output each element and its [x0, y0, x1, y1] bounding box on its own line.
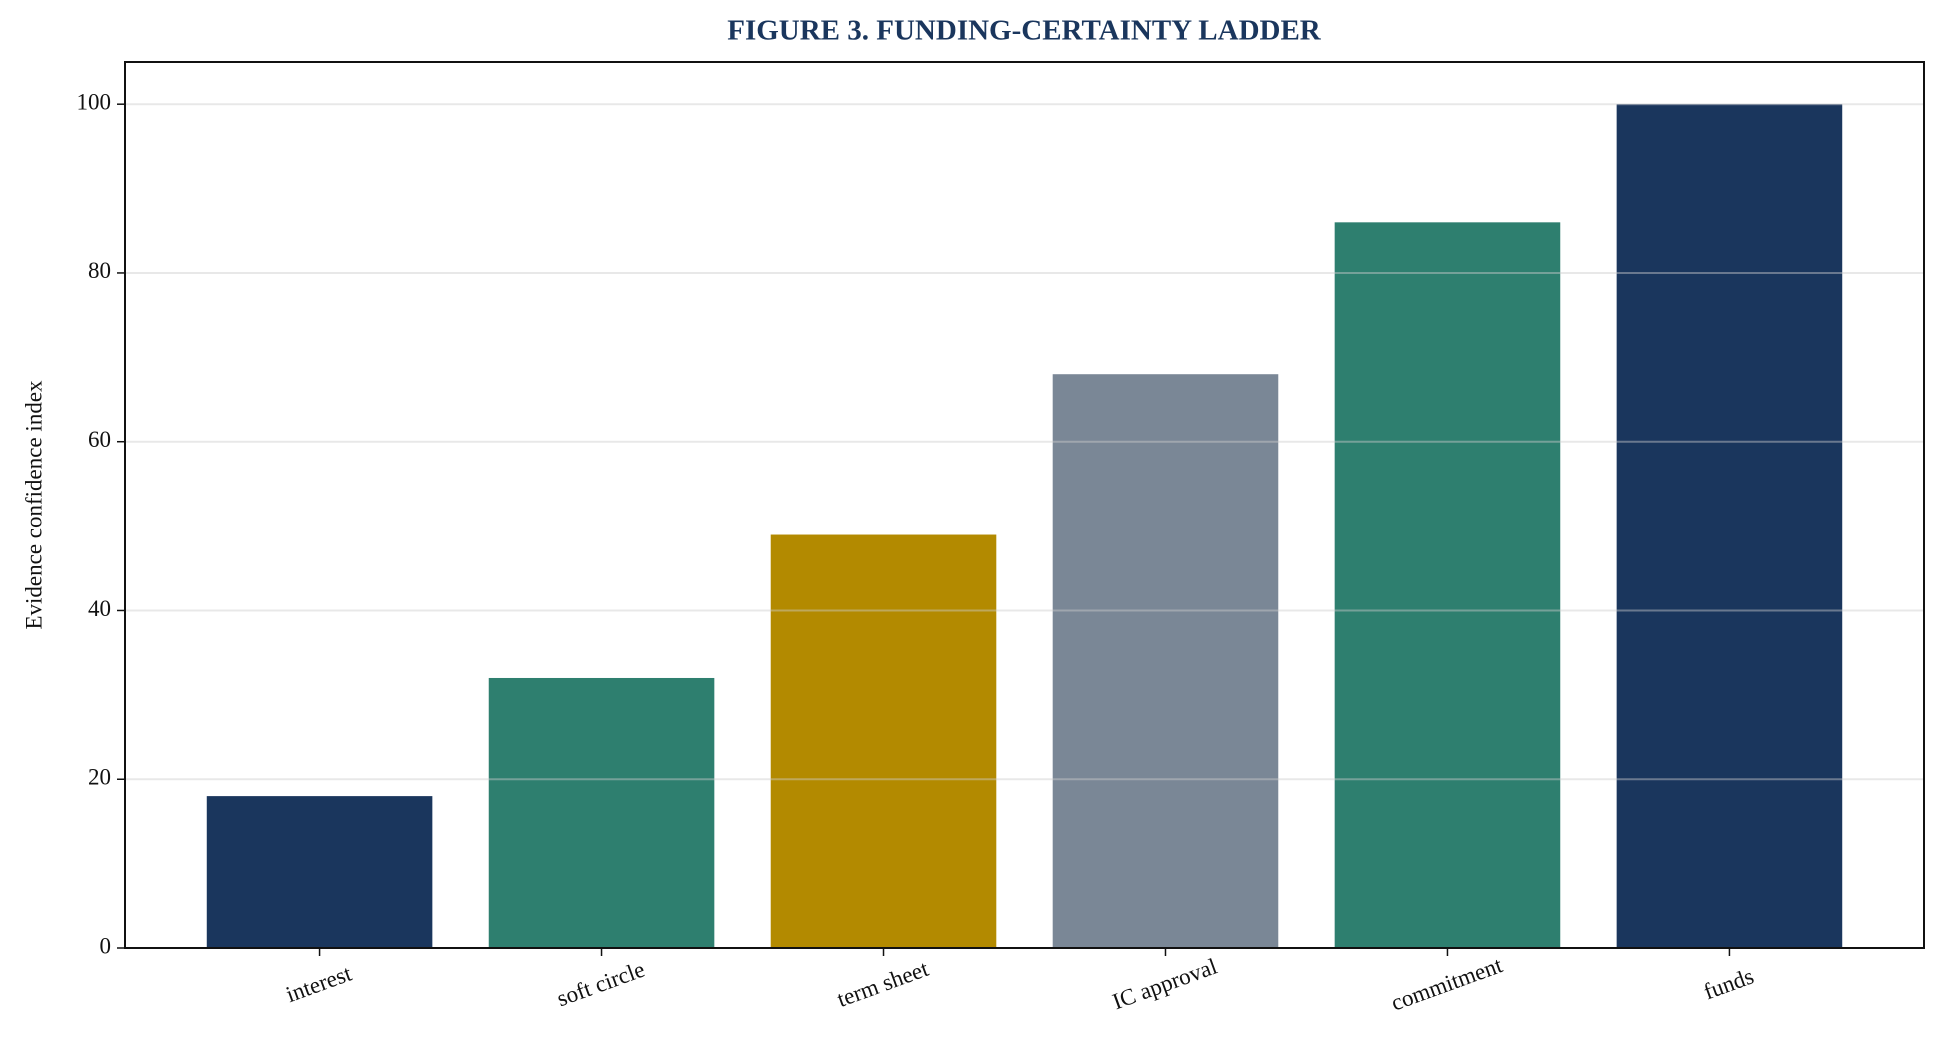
- bar: [206, 796, 433, 948]
- bar: [1334, 222, 1561, 949]
- bar: [770, 534, 997, 948]
- bar: [488, 677, 715, 948]
- x-tick-label: funds: [1700, 963, 1757, 1004]
- y-tick-label: 40: [88, 596, 111, 621]
- y-tick-label: 60: [88, 427, 111, 452]
- bar: [1052, 374, 1279, 948]
- y-tick-label: 100: [77, 89, 112, 114]
- chart-title: FIGURE 3. FUNDING-CERTAINTY LADDER: [727, 15, 1322, 47]
- x-tick-label: term sheet: [834, 956, 933, 1012]
- y-tick-label: 0: [100, 933, 112, 958]
- x-tick-label: IC approval: [1109, 953, 1220, 1014]
- bar: [1616, 104, 1843, 948]
- y-tick-label: 20: [88, 765, 111, 790]
- x-tick-label: interest: [283, 960, 356, 1007]
- x-tick-label: commitment: [1388, 952, 1506, 1015]
- y-tick-label: 80: [88, 258, 111, 283]
- plot-frame: [124, 61, 1925, 949]
- y-axis-label: Evidence confidence index: [21, 380, 46, 630]
- x-tick-label: soft circle: [554, 957, 648, 1012]
